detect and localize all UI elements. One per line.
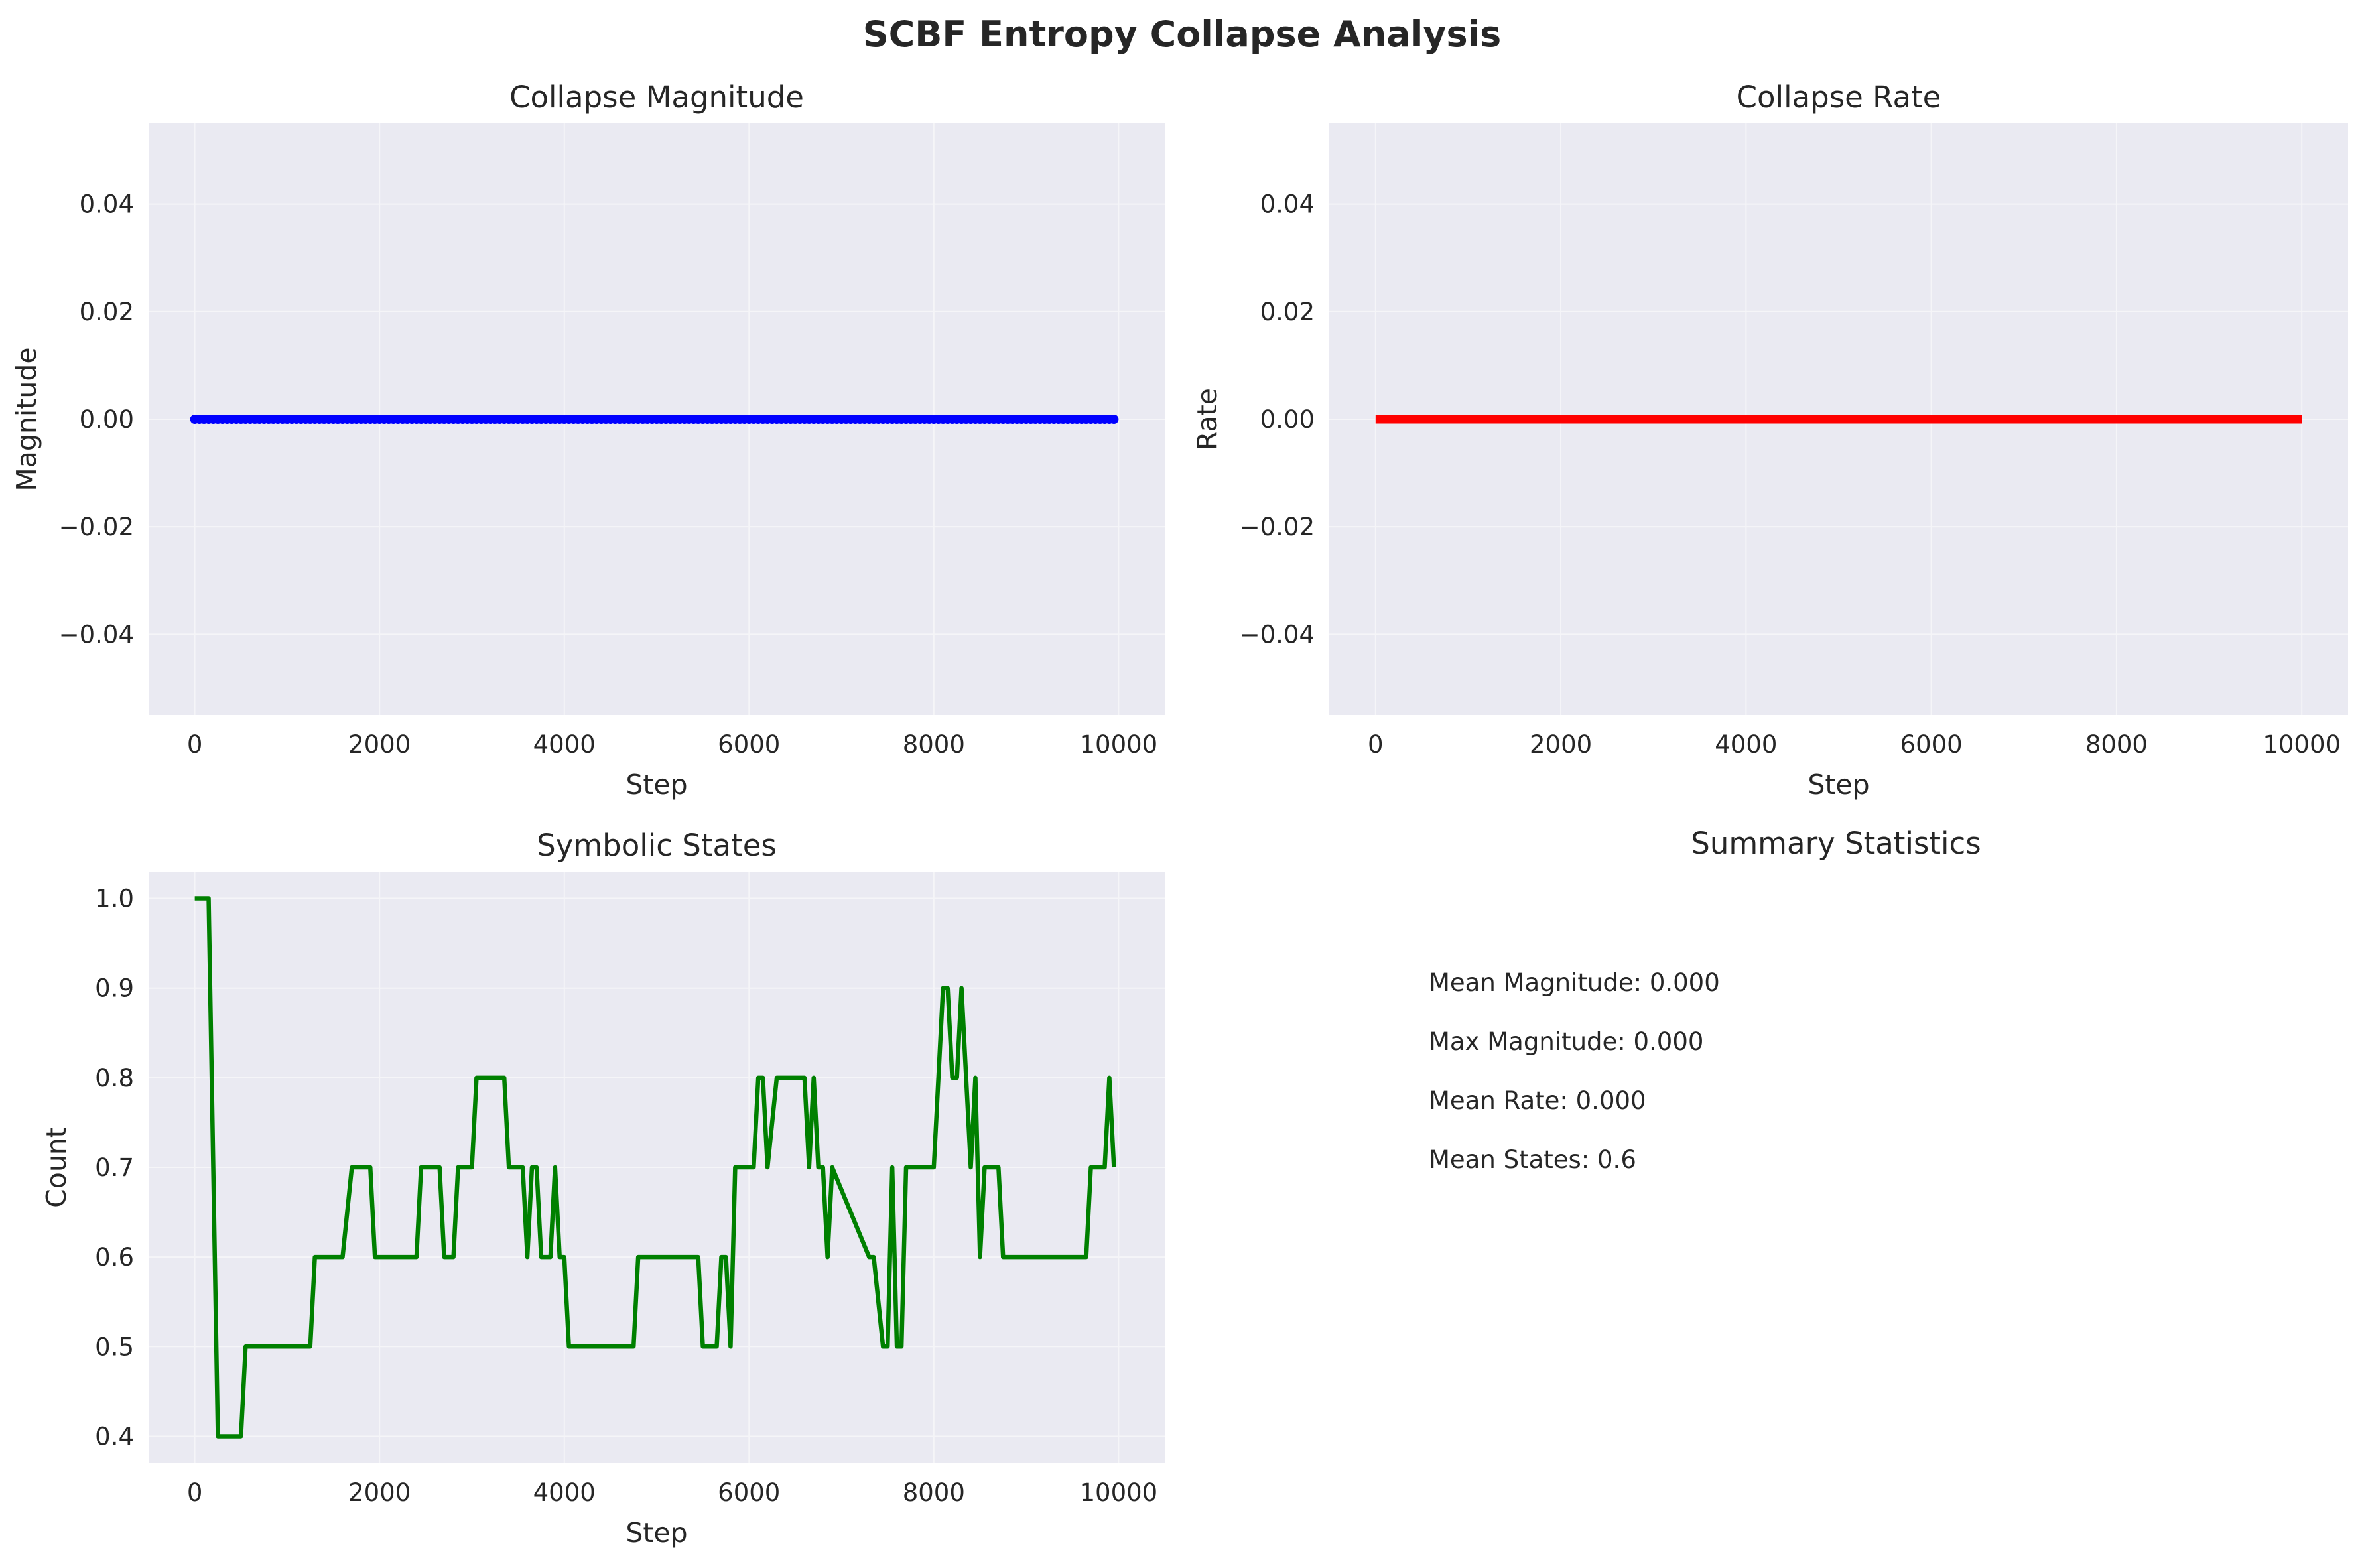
states-y-tick: 0.8 [95, 1064, 134, 1092]
rate-x-tick: 6000 [1900, 730, 1963, 759]
summary-mean-rate: Mean Rate: 0.000 [1429, 1086, 1646, 1115]
rate-y-tick: 0.02 [1260, 298, 1315, 326]
figure-title: SCBF Entropy Collapse Analysis [863, 13, 1501, 55]
magnitude-title: Collapse Magnitude [509, 80, 804, 115]
magnitude-y-tick: 0.04 [80, 190, 134, 219]
rate-x-tick: 2000 [1530, 730, 1592, 759]
magnitude-series [190, 415, 1119, 424]
states-series [194, 896, 1116, 1439]
states-y-tick: 0.5 [95, 1333, 134, 1361]
states-y-tick: 0.7 [95, 1153, 134, 1182]
states-y-tick: 0.4 [95, 1422, 134, 1451]
rate-x-ticks: 0 2000 4000 6000 8000 10000 [1368, 730, 2341, 759]
summary-title: Summary Statistics [1691, 826, 1981, 861]
magnitude-y-tick: −0.04 [59, 620, 134, 649]
magnitude-y-label: Magnitude [11, 347, 42, 491]
magnitude-x-ticks: 0 2000 4000 6000 8000 10000 [187, 730, 1157, 759]
rate-x-tick: 10000 [2263, 730, 2341, 759]
rate-x-label: Step [1807, 769, 1869, 801]
states-x-ticks: 0 2000 4000 6000 8000 10000 [187, 1478, 1157, 1507]
magnitude-x-tick: 8000 [903, 730, 965, 759]
states-x-tick: 6000 [718, 1478, 780, 1507]
states-title: Symbolic States [537, 828, 777, 863]
states-y-tick: 0.9 [95, 974, 134, 1003]
magnitude-x-tick: 10000 [1080, 730, 1158, 759]
rate-y-tick: −0.02 [1240, 513, 1315, 541]
states-y-ticks: 0.4 0.5 0.6 0.7 0.8 0.9 1.0 [95, 885, 134, 1451]
rate-x-tick: 4000 [1715, 730, 1777, 759]
rate-y-tick: 0.00 [1260, 405, 1315, 434]
rate-x-tick: 8000 [2085, 730, 2148, 759]
summary-max-magnitude: Max Magnitude: 0.000 [1429, 1027, 1703, 1056]
rate-y-label: Rate [1191, 388, 1223, 450]
states-x-tick: 2000 [348, 1478, 411, 1507]
magnitude-y-tick: 0.00 [80, 405, 134, 434]
magnitude-x-tick: 6000 [718, 730, 780, 759]
rate-x-tick: 0 [1368, 730, 1384, 759]
summary-panel: Summary Statistics Mean Magnitude: 0.000… [1429, 826, 1981, 1174]
magnitude-x-tick: 4000 [533, 730, 596, 759]
magnitude-y-tick: −0.02 [59, 513, 134, 541]
magnitude-panel: 0 2000 4000 6000 8000 10000 −0.04 −0.02 … [11, 80, 1165, 801]
states-x-tick: 4000 [533, 1478, 596, 1507]
rate-y-tick: −0.04 [1240, 620, 1315, 649]
rate-y-ticks: −0.04 −0.02 0.00 0.02 0.04 [1240, 190, 1315, 649]
states-y-label: Count [40, 1127, 72, 1208]
states-panel: 0 2000 4000 6000 8000 10000 0.4 0.5 0.6 … [40, 828, 1165, 1549]
magnitude-y-ticks: −0.04 −0.02 0.00 0.02 0.04 [59, 190, 134, 649]
magnitude-point [1109, 415, 1119, 424]
magnitude-x-tick: 0 [187, 730, 203, 759]
states-y-tick: 0.6 [95, 1243, 134, 1272]
magnitude-y-tick: 0.02 [80, 298, 134, 326]
rate-title: Collapse Rate [1737, 80, 1941, 115]
states-x-tick: 10000 [1080, 1478, 1158, 1507]
rate-panel: 0 2000 4000 6000 8000 10000 −0.04 −0.02 … [1191, 80, 2348, 801]
summary-mean-magnitude: Mean Magnitude: 0.000 [1429, 968, 1720, 997]
states-x-tick: 0 [187, 1478, 203, 1507]
states-x-label: Step [625, 1517, 687, 1549]
rate-y-tick: 0.04 [1260, 190, 1315, 219]
summary-mean-states: Mean States: 0.6 [1429, 1145, 1636, 1174]
magnitude-x-label: Step [625, 769, 687, 801]
states-x-tick: 8000 [903, 1478, 965, 1507]
states-series-line [194, 896, 1116, 1439]
magnitude-x-tick: 2000 [348, 730, 411, 759]
states-y-tick: 1.0 [95, 885, 134, 913]
